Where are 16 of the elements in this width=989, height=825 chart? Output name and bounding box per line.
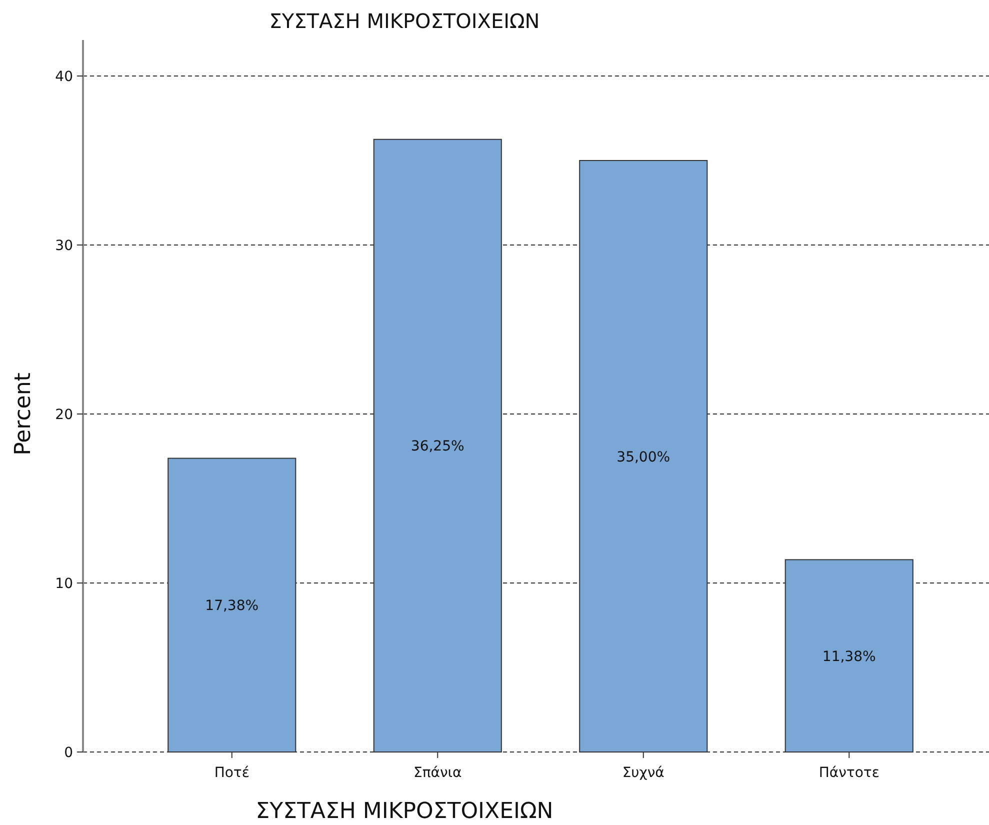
x-tick-label: Συχνά bbox=[622, 765, 664, 781]
y-axis-title: Percent bbox=[11, 372, 36, 456]
y-tick-label: 40 bbox=[55, 69, 73, 85]
data-label: 35,00% bbox=[616, 449, 670, 466]
y-tick-label: 30 bbox=[55, 238, 73, 254]
chart-title: ΣΥΣΤΑΣΗ ΜΙΚΡΟΣΤΟΙΧΕΙΩΝ bbox=[269, 9, 540, 33]
x-tick-label: Σπάνια bbox=[413, 765, 462, 781]
data-label: 36,25% bbox=[410, 438, 464, 455]
y-tick-label: 20 bbox=[55, 407, 73, 423]
data-label: 17,38% bbox=[205, 598, 259, 614]
x-tick-label: Πάντοτε bbox=[818, 765, 880, 781]
data-label: 11,38% bbox=[822, 648, 876, 665]
y-tick-label: 10 bbox=[55, 576, 73, 592]
x-axis-title: ΣΥΣΤΑΣΗ ΜΙΚΡΟΣΤΟΙΧΕΙΩΝ bbox=[256, 799, 554, 824]
y-tick-label: 0 bbox=[64, 745, 73, 761]
x-tick-label: Ποτέ bbox=[214, 765, 250, 781]
